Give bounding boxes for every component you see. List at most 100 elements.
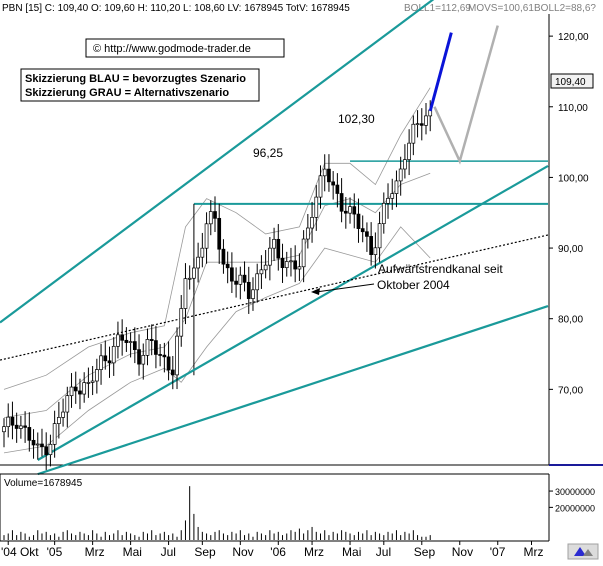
trend-channel-label-2: Oktober 2004	[377, 278, 450, 292]
dotted-trendline	[0, 234, 549, 361]
channel-line-lower	[37, 305, 549, 476]
candle-body	[69, 386, 74, 397]
candle-body	[297, 266, 302, 270]
candle-body	[99, 355, 103, 370]
time-tick-label: Mrz	[304, 545, 324, 559]
candle-body	[356, 213, 361, 229]
candle-body	[149, 339, 154, 341]
candle-body	[65, 395, 70, 413]
annotation-arrow-head	[311, 288, 320, 295]
channel-line-upper	[0, 0, 435, 324]
candle-body	[411, 123, 416, 144]
candle-body	[204, 223, 209, 249]
candle-body	[259, 269, 264, 275]
time-tick-label: '06	[270, 545, 286, 559]
candle-body	[192, 267, 196, 279]
time-tick-label: Sep	[414, 545, 436, 559]
copyright-box	[85, 38, 285, 58]
time-tick-label: '04 Okt	[1, 545, 39, 559]
candle-body	[339, 193, 344, 212]
candle-body	[246, 281, 251, 299]
ticker-header: PBN [15] C: 109,40 O: 109,60 H: 110,20 L…	[2, 3, 350, 14]
candle-body	[10, 416, 15, 426]
time-tick-label: '07	[490, 545, 506, 559]
time-tick-label: Nov	[232, 545, 253, 559]
candle-body	[145, 339, 150, 356]
candle-body	[238, 274, 243, 285]
legend-blue: Skizzierung BLAU = bevorzugtes Szenario	[25, 73, 246, 85]
candle-body	[301, 238, 306, 268]
time-tick-label: Nov	[452, 545, 473, 559]
candle-body	[86, 382, 91, 384]
candle-body	[132, 341, 137, 351]
candle-body	[390, 193, 395, 199]
candle-body	[284, 261, 289, 269]
candle-body	[394, 180, 399, 194]
annotation-arrow-line	[315, 283, 375, 293]
blue-scenario-line	[428, 32, 453, 112]
candle-body	[343, 210, 348, 214]
candle-body	[331, 181, 336, 186]
candle-body	[251, 289, 255, 299]
candle-body	[48, 443, 53, 456]
candle-body	[276, 238, 281, 259]
candle-body	[335, 184, 340, 194]
candle-body	[373, 247, 378, 256]
candle-body	[234, 280, 238, 285]
candle-body	[187, 277, 192, 280]
candle-body	[14, 424, 19, 429]
bollinger-upper-line	[3, 87, 431, 390]
candle-body	[200, 247, 205, 258]
time-tick-label: Mrz	[85, 545, 105, 559]
candle-body	[175, 335, 179, 376]
candle-body	[27, 427, 32, 441]
candle-body	[415, 123, 420, 126]
candle-body	[318, 175, 323, 198]
candle-body	[398, 168, 403, 182]
level-96-label: 96,25	[253, 146, 283, 160]
boll1-value: BOLL1=112,69	[404, 3, 471, 14]
candle-body	[6, 416, 11, 428]
candle-body	[116, 334, 120, 347]
candle-body	[82, 382, 87, 395]
copyright-text[interactable]: © http://www.godmode-trader.de	[93, 43, 251, 55]
candle-body	[360, 228, 365, 233]
candle-body	[35, 443, 40, 446]
candle-body	[213, 211, 217, 219]
volume-tick-label: 30000000	[555, 487, 595, 497]
candle-body	[381, 202, 386, 225]
candle-body	[179, 308, 184, 337]
candle-body	[322, 168, 327, 177]
candle-body	[170, 369, 175, 376]
volume-bars	[3, 486, 431, 540]
level-102-label: 102,30	[338, 112, 375, 126]
movs-value: MOVS=100,61	[468, 3, 534, 14]
time-tick-label: Jul	[376, 545, 391, 559]
time-tick-label: Mai	[123, 545, 142, 559]
legend-grey: Skizzierung GRAU = Alternativszenario	[25, 87, 229, 99]
candle-body	[268, 247, 272, 266]
candle-body	[94, 369, 99, 382]
candle-body	[403, 159, 407, 170]
candle-body	[365, 231, 369, 237]
volume-tick-label: 20000000	[555, 503, 595, 513]
candle-body	[162, 354, 167, 358]
price-tick-label: 110,00	[558, 103, 588, 114]
grey-scenario-line	[433, 25, 499, 165]
channel-line-middle	[37, 164, 549, 461]
candle-body	[208, 211, 213, 225]
candle-body	[242, 274, 247, 283]
candle-body	[263, 264, 268, 271]
candle-body	[120, 334, 125, 341]
scroll-arrow-icon[interactable]	[567, 543, 599, 560]
price-tick-label: 80,00	[558, 315, 583, 326]
candle-body	[107, 360, 112, 364]
candle-body	[310, 217, 314, 229]
candle-body	[272, 238, 276, 249]
candle-body	[419, 123, 424, 126]
candle-body	[217, 217, 222, 250]
candle-body	[128, 341, 133, 343]
trend-channel-label-1: Aufwärtstrendkanal seit	[378, 262, 503, 276]
trend-channel	[0, 0, 549, 476]
